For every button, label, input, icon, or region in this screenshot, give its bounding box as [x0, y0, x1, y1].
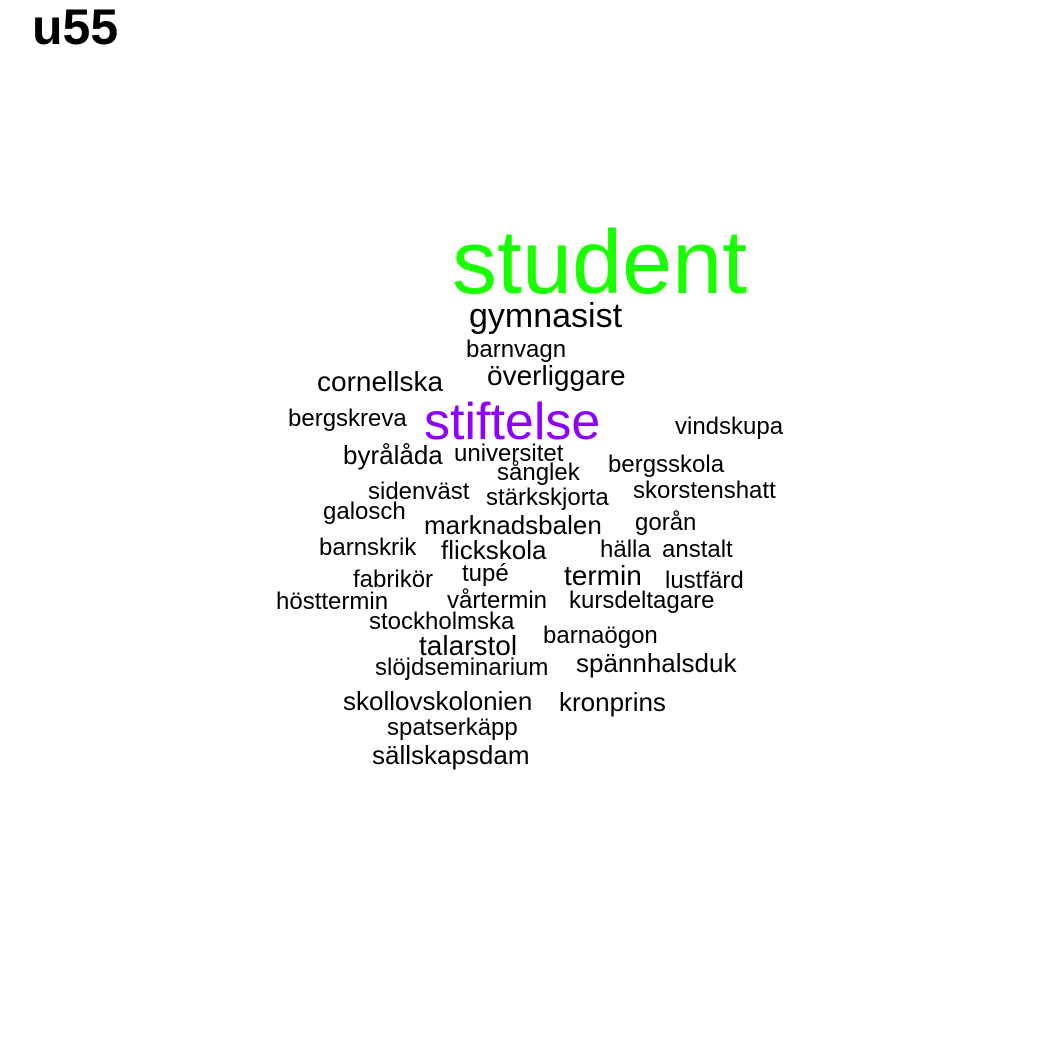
- word: barnaögon: [543, 622, 658, 649]
- word: stiftelse: [424, 393, 601, 451]
- word: marknadsbalen: [424, 510, 602, 540]
- word: vindskupa: [675, 413, 784, 440]
- word: överliggare: [487, 360, 626, 391]
- word: kronprins: [559, 687, 666, 717]
- word: stockholmska: [369, 608, 515, 635]
- word: flickskola: [441, 535, 547, 565]
- word: lustfärd: [665, 567, 744, 594]
- word: skorstenshatt: [633, 477, 776, 504]
- word: skollovskolonien: [343, 686, 533, 716]
- word: spatserkäpp: [387, 714, 518, 741]
- word: bergsskola: [608, 451, 725, 478]
- word: anstalt: [662, 536, 733, 563]
- word: termin: [564, 560, 642, 591]
- word: sidenväst: [368, 478, 470, 505]
- word: bergskreva: [288, 405, 407, 432]
- word: student: [452, 213, 748, 313]
- word: fabrikör: [353, 566, 434, 593]
- word: tupé: [462, 560, 509, 587]
- word: gymnasist: [469, 297, 623, 335]
- word: talarstol: [419, 630, 518, 661]
- word: kursdeltagare: [569, 587, 715, 614]
- word: stärkskjorta: [486, 484, 609, 511]
- word: sånglek: [497, 459, 580, 486]
- word: byrålåda: [343, 440, 443, 470]
- word: slöjdseminarium: [375, 654, 549, 681]
- word: hösttermin: [276, 588, 389, 615]
- page-title: u55: [32, 0, 119, 55]
- word: vårtermin: [447, 587, 548, 614]
- word: cornellska: [317, 366, 444, 397]
- word: hälla: [600, 536, 651, 563]
- word: gorån: [635, 509, 697, 536]
- word: barnvagn: [466, 336, 567, 363]
- word: galosch: [323, 498, 406, 525]
- word: spännhalsduk: [576, 648, 737, 678]
- word: barnskrik: [319, 534, 417, 561]
- word: universitet: [454, 440, 564, 467]
- word: sällskapsdam: [372, 740, 530, 770]
